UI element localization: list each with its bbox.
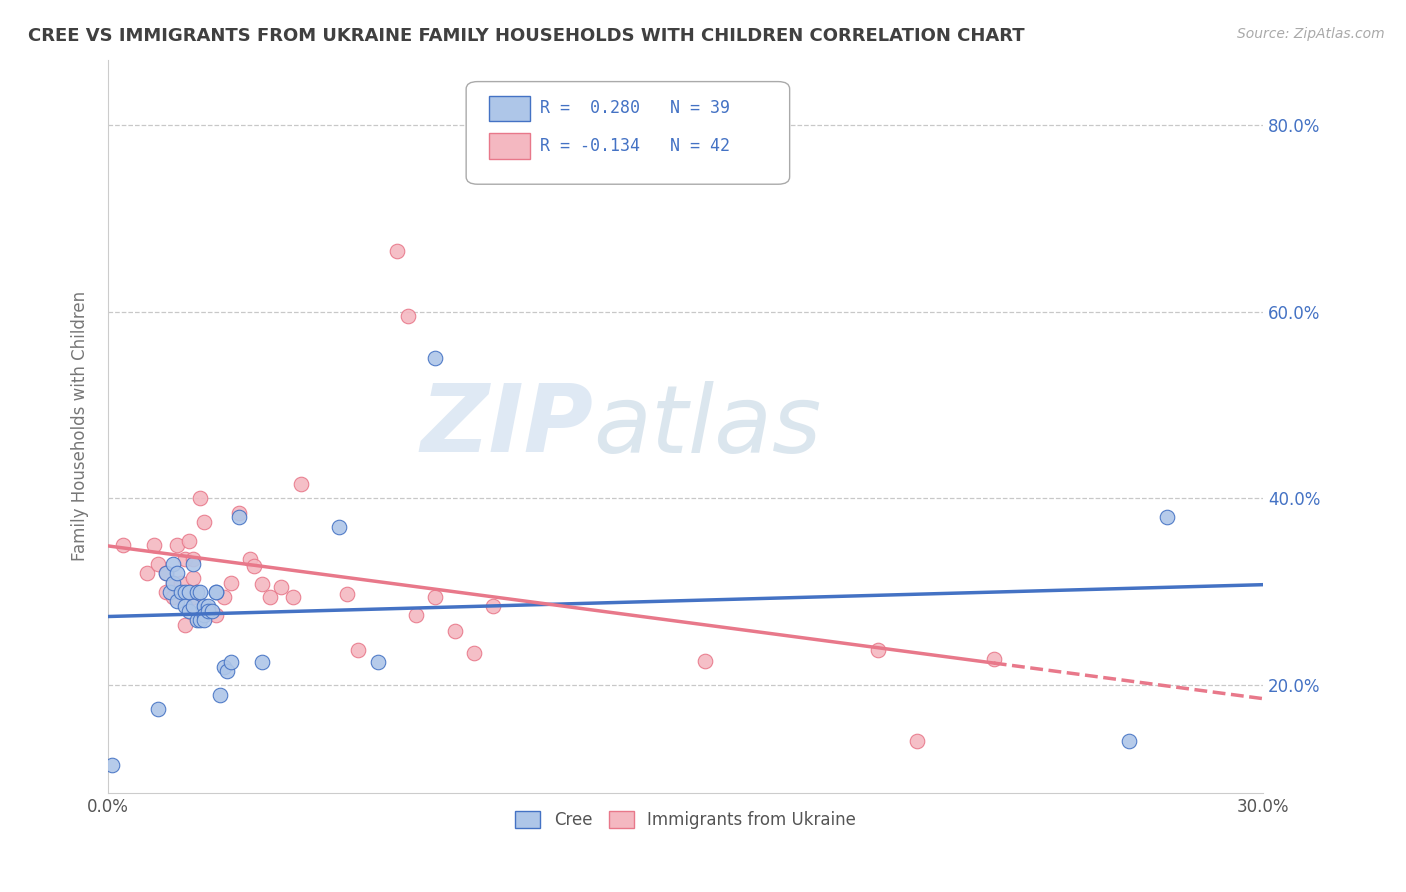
Point: [181, 557, 204, 571]
Point: [197, 599, 219, 613]
Point: [193, 608, 215, 623]
Point: [281, 590, 304, 604]
Point: [193, 515, 215, 529]
Point: [181, 571, 204, 585]
Point: [174, 585, 197, 599]
Point: [174, 599, 197, 613]
Point: [159, 585, 181, 599]
Point: [228, 506, 250, 520]
Point: [205, 585, 228, 599]
Point: [243, 558, 266, 573]
Point: [101, 757, 124, 772]
Point: [425, 351, 447, 366]
Point: [186, 585, 208, 599]
Point: [181, 552, 204, 566]
Text: R =  0.280   N = 39: R = 0.280 N = 39: [540, 99, 730, 118]
Point: [166, 538, 188, 552]
Point: [868, 642, 890, 657]
Point: [190, 585, 212, 599]
Point: [482, 599, 505, 613]
FancyBboxPatch shape: [489, 95, 530, 121]
Point: [186, 613, 208, 627]
Point: [155, 566, 177, 581]
Point: [259, 590, 281, 604]
Point: [347, 642, 370, 657]
Point: [396, 310, 419, 324]
Point: [162, 575, 184, 590]
Point: [162, 590, 184, 604]
Point: [208, 688, 231, 702]
Point: [328, 519, 350, 533]
Point: [983, 652, 1005, 666]
Point: [205, 585, 228, 599]
Point: [228, 510, 250, 524]
Point: [219, 655, 242, 669]
Point: [181, 599, 204, 613]
Point: [177, 585, 200, 599]
Point: [112, 538, 135, 552]
Point: [155, 585, 177, 599]
Point: [155, 566, 177, 581]
Point: [1156, 510, 1178, 524]
Point: [405, 608, 427, 623]
Point: [166, 566, 188, 581]
Point: [385, 244, 408, 258]
Text: atlas: atlas: [593, 381, 821, 472]
Point: [212, 659, 235, 673]
Point: [205, 608, 228, 623]
Point: [239, 552, 262, 566]
Point: [250, 655, 273, 669]
Point: [193, 613, 215, 627]
Point: [250, 577, 273, 591]
FancyBboxPatch shape: [467, 81, 790, 185]
Point: [146, 557, 169, 571]
Point: [174, 617, 197, 632]
Point: [463, 646, 485, 660]
Point: [162, 557, 184, 571]
Y-axis label: Family Households with Children: Family Households with Children: [72, 291, 89, 561]
Point: [217, 665, 239, 679]
Point: [174, 552, 197, 566]
Point: [162, 575, 184, 590]
Legend: Cree, Immigrants from Ukraine: Cree, Immigrants from Ukraine: [509, 804, 863, 836]
Point: [219, 575, 242, 590]
Point: [336, 587, 359, 601]
Point: [146, 701, 169, 715]
Point: [190, 613, 212, 627]
Point: [181, 590, 204, 604]
Point: [143, 538, 166, 552]
Point: [367, 655, 389, 669]
Point: [135, 566, 157, 581]
Point: [170, 585, 193, 599]
Point: [177, 603, 200, 617]
Point: [425, 590, 447, 604]
Point: [190, 491, 212, 506]
Point: [166, 594, 188, 608]
Point: [693, 654, 716, 668]
Point: [443, 624, 465, 639]
Point: [290, 477, 312, 491]
Point: [201, 603, 224, 617]
Text: R = -0.134   N = 42: R = -0.134 N = 42: [540, 136, 730, 154]
Point: [146, 799, 169, 814]
Point: [197, 603, 219, 617]
Point: [905, 734, 928, 748]
Point: [193, 599, 215, 613]
Point: [170, 575, 193, 590]
Point: [177, 533, 200, 548]
Point: [270, 580, 292, 594]
Text: CREE VS IMMIGRANTS FROM UKRAINE FAMILY HOUSEHOLDS WITH CHILDREN CORRELATION CHAR: CREE VS IMMIGRANTS FROM UKRAINE FAMILY H…: [28, 27, 1025, 45]
Text: Source: ZipAtlas.com: Source: ZipAtlas.com: [1237, 27, 1385, 41]
Text: ZIP: ZIP: [420, 380, 593, 472]
FancyBboxPatch shape: [489, 133, 530, 159]
Point: [1118, 734, 1140, 748]
Point: [212, 590, 235, 604]
